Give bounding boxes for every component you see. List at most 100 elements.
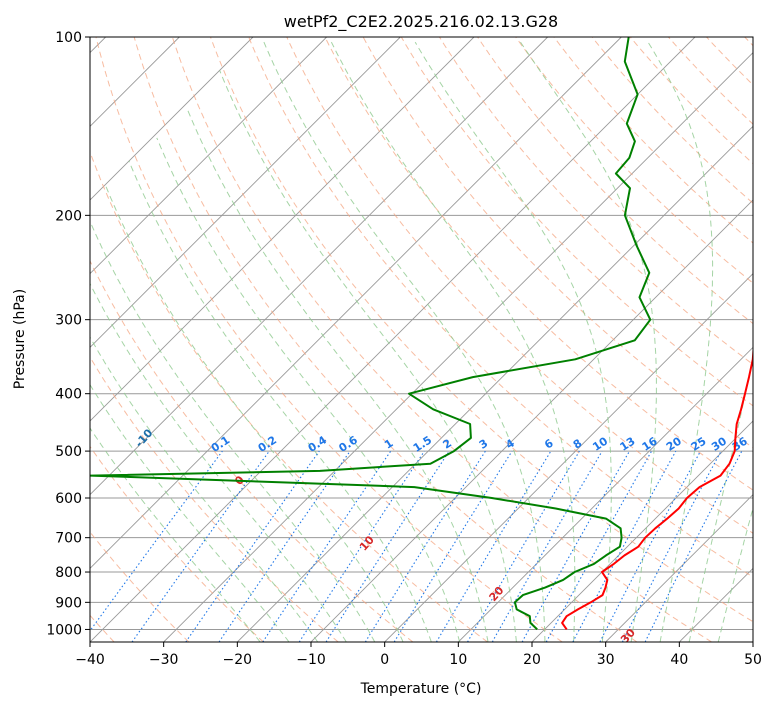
mixing-ratio-line <box>644 450 743 642</box>
y-tick-label: 300 <box>55 313 82 329</box>
x-tick-label: 50 <box>744 652 762 668</box>
isotherm-gridline <box>679 567 753 642</box>
moist-adiabat <box>90 427 261 642</box>
moist-adiabat <box>330 41 576 642</box>
dry-adiabat <box>210 37 753 623</box>
dry-adiabat <box>90 356 339 642</box>
mixing-ratio-label: 0.1 <box>209 433 232 455</box>
dry-adiabat-label: -10 <box>133 426 156 450</box>
dry-adiabat <box>591 37 753 204</box>
moist-adiabat <box>717 506 753 642</box>
dewpoint-profile <box>90 37 652 631</box>
dry-adiabat <box>553 37 753 244</box>
isotherm-gridline <box>90 37 254 201</box>
mixing-ratio-label: 6 <box>542 436 556 451</box>
mixing-ratio-line <box>262 450 392 642</box>
mixing-ratio-line <box>364 450 486 642</box>
mixing-ratio-line <box>185 450 320 642</box>
axes-border <box>89 36 754 643</box>
x-tick-label: 10 <box>449 652 467 668</box>
dry-adiabat <box>668 37 753 125</box>
mixing-ratio-label: 3 <box>477 437 491 452</box>
dry-adiabat-label: 30 <box>618 626 638 646</box>
isotherm-gridline <box>90 37 475 422</box>
x-tick-label: 20 <box>523 652 541 668</box>
moist-adiabat <box>219 70 517 642</box>
dry-adiabat <box>629 37 753 165</box>
dry-adiabat <box>324 37 753 491</box>
y-tick-label: 200 <box>55 208 82 224</box>
dry-adiabat <box>515 37 753 284</box>
y-tick-label: 900 <box>55 595 82 611</box>
x-tick-label: 30 <box>597 652 615 668</box>
moist-adiabat <box>156 137 461 642</box>
dry-adiabat <box>438 37 753 366</box>
dry-adiabat <box>95 37 563 642</box>
dry-adiabat <box>90 531 190 642</box>
plot-area: 0.10.20.40.611.52346810131620253036-100-… <box>90 37 753 646</box>
x-axis-title: Temperature (°C) <box>360 681 482 697</box>
isotherm-gridline <box>90 37 401 348</box>
y-tick-label: 800 <box>55 565 82 581</box>
moist-adiabat <box>128 160 432 642</box>
mixing-ratio-label: 0.6 <box>336 433 360 455</box>
isotherm-gridline <box>90 37 548 496</box>
moist-adiabat <box>688 355 753 642</box>
mixing-ratio-line <box>325 450 450 642</box>
y-tick-label: 100 <box>55 30 82 46</box>
mixing-ratio-label: 0.4 <box>306 433 330 455</box>
y-tick-label: 1000 <box>46 622 82 638</box>
mixing-ratio-label: 1.5 <box>411 433 434 455</box>
mixing-ratio-line <box>435 450 552 642</box>
temperature-profile <box>561 342 753 630</box>
moist-adiabat <box>90 282 347 642</box>
isotherm-gridline <box>531 420 753 642</box>
dry-adiabat <box>286 37 753 534</box>
x-tick-label: 0 <box>380 652 389 668</box>
isotherm-gridline <box>237 125 753 642</box>
isotherm-gridline <box>90 37 696 642</box>
mixing-ratio-line <box>599 450 701 642</box>
mixing-ratio-label: 2 <box>441 437 455 452</box>
dry-adiabat <box>744 37 753 47</box>
x-tick-label: −10 <box>296 652 326 668</box>
isotherm-gridline <box>384 273 753 642</box>
x-tick-label: −20 <box>223 652 253 668</box>
moist-adiabat <box>186 108 489 642</box>
chart-title: wetPf2_C2E2.2025.216.02.13.G28 <box>284 12 558 32</box>
isotherm-gridline <box>752 641 753 642</box>
dry-adiabat <box>90 150 488 642</box>
isotherm-gridline <box>163 52 753 642</box>
moist-adiabat <box>105 185 404 642</box>
mixing-ratio-line <box>298 450 425 642</box>
mixing-ratio-line <box>521 450 630 642</box>
mixing-ratio-line <box>393 450 513 642</box>
mixing-ratio-line <box>572 450 677 642</box>
mixing-ratio-line <box>545 450 653 642</box>
isotherm-gridline <box>605 494 753 642</box>
y-tick-label: 700 <box>55 531 82 547</box>
mixing-ratio-line <box>131 450 270 642</box>
dry-adiabat <box>362 37 753 449</box>
mixing-ratio-line <box>90 450 223 632</box>
plot-frame <box>89 36 754 643</box>
mixing-ratio-line <box>218 450 351 642</box>
moist-adiabat <box>414 41 612 642</box>
y-tick-label: 600 <box>55 491 82 507</box>
isotherm-gridline <box>310 199 753 642</box>
moist-adiabat <box>90 383 290 642</box>
dry-adiabat <box>133 37 638 642</box>
x-tick-label: −40 <box>75 652 105 668</box>
dry-adiabat <box>706 37 753 86</box>
x-tick-label: 40 <box>670 652 688 668</box>
dry-adiabat <box>171 37 712 642</box>
dry-adiabat <box>90 445 264 642</box>
y-tick-label: 400 <box>55 387 82 403</box>
moist-adiabat <box>263 41 546 642</box>
dry-adiabat-label: 20 <box>487 584 507 604</box>
moist-adiabat <box>647 41 714 642</box>
mixing-ratio-label: 4 <box>503 436 517 451</box>
isotherm-gridline <box>458 346 753 642</box>
x-tick-label: −30 <box>149 652 179 668</box>
isotherm-gridline <box>90 37 327 275</box>
